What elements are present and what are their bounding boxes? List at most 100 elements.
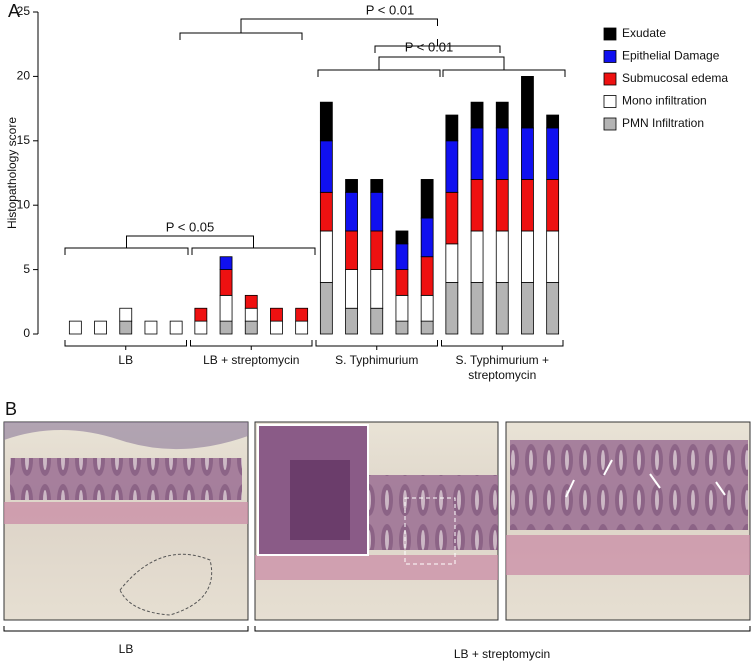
- bar-segment: [169, 320, 183, 335]
- group-label: S. Typhimurium: [335, 353, 419, 367]
- significance-bracket: [64, 241, 189, 255]
- bar-segment: [194, 320, 208, 335]
- bar-segment: [244, 307, 258, 322]
- bar-segment: [345, 191, 358, 232]
- bar-segment: [319, 140, 333, 193]
- bar-segment: [470, 230, 484, 283]
- micrograph: [505, 421, 751, 621]
- bar-segment: [420, 294, 434, 322]
- group-bracket: [64, 340, 187, 350]
- bar-segment: [521, 230, 534, 283]
- bar-segment: [68, 320, 82, 335]
- bar-segment: [521, 127, 534, 180]
- bar-segment: [470, 127, 484, 180]
- bar-segment: [546, 282, 560, 335]
- bar-segment: [445, 191, 459, 245]
- legend-label: Exudate: [622, 26, 666, 40]
- bar-segment: [445, 114, 459, 142]
- significance-bracket: [442, 63, 566, 77]
- p-value: P < 0.01: [366, 2, 415, 17]
- panel-label: A: [8, 1, 20, 21]
- bar-segment: [345, 179, 358, 193]
- bar-segment: [420, 320, 434, 335]
- bar-segment: [219, 269, 233, 296]
- bar-segment: [244, 294, 258, 309]
- legend-swatch: [603, 117, 617, 131]
- bar-segment: [219, 320, 233, 335]
- significance-bracket: [126, 235, 254, 243]
- p-value: P < 0.05: [166, 219, 215, 234]
- bar-segment: [470, 282, 484, 335]
- y-tick-label: 25: [17, 4, 31, 18]
- bar-segment: [319, 230, 333, 283]
- bar-segment: [119, 307, 133, 322]
- significance-bracket: [191, 241, 316, 255]
- p-value: P < 0.01: [405, 39, 454, 54]
- bar-segment: [521, 76, 534, 129]
- group-bracket: [3, 626, 751, 632]
- significance-bracket: [240, 18, 438, 26]
- bar-segment: [370, 179, 384, 193]
- legend-label: Epithelial Damage: [622, 49, 720, 63]
- significance-bracket: [374, 39, 501, 53]
- group-bracket: [315, 340, 438, 350]
- y-tick-label: 5: [23, 262, 30, 276]
- bar-segment: [370, 230, 384, 271]
- bar-segment: [495, 282, 509, 335]
- legend-swatch: [603, 72, 617, 86]
- bar-segment: [345, 307, 358, 335]
- bar-segment: [370, 269, 384, 309]
- bar-segment: [345, 230, 358, 271]
- legend-label: Mono infiltration: [622, 94, 707, 108]
- panel-label: B: [5, 399, 17, 419]
- y-tick-label: 10: [17, 197, 31, 211]
- group-label: LB: [118, 353, 134, 367]
- bar-segment: [244, 320, 258, 335]
- significance-bracket: [317, 63, 441, 77]
- bar-segment: [395, 320, 409, 335]
- y-tick-label: 15: [17, 133, 31, 147]
- bar-segment: [546, 114, 560, 129]
- legend-swatch: [603, 95, 617, 108]
- bar-segment: [420, 179, 434, 219]
- group-bracket: [190, 340, 313, 350]
- bar-segment: [219, 256, 233, 271]
- y-axis-label: Histopathology score: [5, 117, 19, 229]
- bar-segment: [420, 256, 434, 296]
- legend-swatch: [603, 50, 617, 63]
- bar-segment: [470, 101, 484, 129]
- micrograph: [254, 421, 499, 621]
- bar-segment: [144, 320, 158, 335]
- group-label: LB + streptomycin: [203, 353, 300, 367]
- bar-segment: [546, 127, 560, 180]
- group-bracket: [441, 340, 564, 350]
- bar-segment: [345, 269, 358, 309]
- bar-segment: [470, 179, 484, 232]
- bar-segment: [395, 230, 409, 245]
- group-label: LB + streptomycin: [454, 647, 550, 661]
- y-tick-label: 20: [17, 69, 31, 83]
- group-label: LB: [119, 642, 134, 656]
- y-tick-label: 0: [23, 326, 30, 340]
- significance-bracket: [179, 26, 303, 40]
- bar-segment: [295, 320, 309, 335]
- bar-segment: [319, 282, 333, 335]
- bar-segment: [219, 294, 233, 322]
- bar-segment: [94, 320, 107, 335]
- bar-segment: [395, 294, 409, 322]
- significance-bracket: [378, 56, 505, 64]
- bar-segment: [495, 127, 509, 180]
- bar-segment: [521, 282, 534, 335]
- bar-segment: [445, 282, 459, 335]
- group-label: S. Typhimurium + streptomycin: [455, 353, 549, 382]
- bar-segment: [495, 179, 509, 232]
- bar-segment: [395, 243, 409, 270]
- bar-segment: [495, 101, 509, 129]
- bar-segment: [395, 269, 409, 296]
- bar-segment: [194, 307, 208, 322]
- bar-segment: [270, 320, 283, 335]
- bar-segment: [445, 140, 459, 193]
- micrograph: [3, 421, 249, 621]
